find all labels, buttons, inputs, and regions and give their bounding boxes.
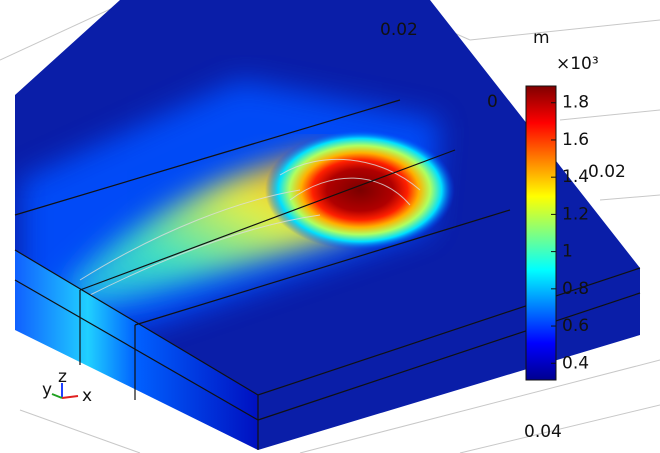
axis-tick-label: 0.02 (588, 162, 626, 182)
colorbar-tick-label: 1.8 (562, 93, 589, 113)
colorbar-multiplier: ×10³ (556, 54, 599, 74)
axis-tick-label: 0.04 (524, 422, 562, 442)
colorbar-tick-label: 0.8 (562, 279, 589, 299)
axis-tick-label: 0 (487, 92, 498, 112)
colorbar-tick-label: 0.4 (562, 353, 589, 373)
colorbar-tick-label: 1 (562, 242, 573, 262)
axis-tick-label: 0.02 (380, 20, 418, 40)
colorbar-tick-label: 1.6 (562, 130, 589, 150)
colorbar-scale (526, 86, 556, 380)
triad-label: x (82, 386, 92, 406)
unit-label: m (533, 28, 550, 48)
triad: y z x (42, 367, 92, 406)
colorbar-tick-label: 1.4 (562, 167, 589, 187)
chart: y z x 0.02 0 0.02 0.04 m ×10³ 1.8 1.6 1.4 1… (0, 0, 660, 453)
triad-label: y (42, 380, 52, 400)
colorbar-tick-label: 0.6 (562, 316, 589, 336)
triad-label: z (58, 367, 67, 387)
colorbar-tick-label: 1.2 (562, 204, 589, 224)
